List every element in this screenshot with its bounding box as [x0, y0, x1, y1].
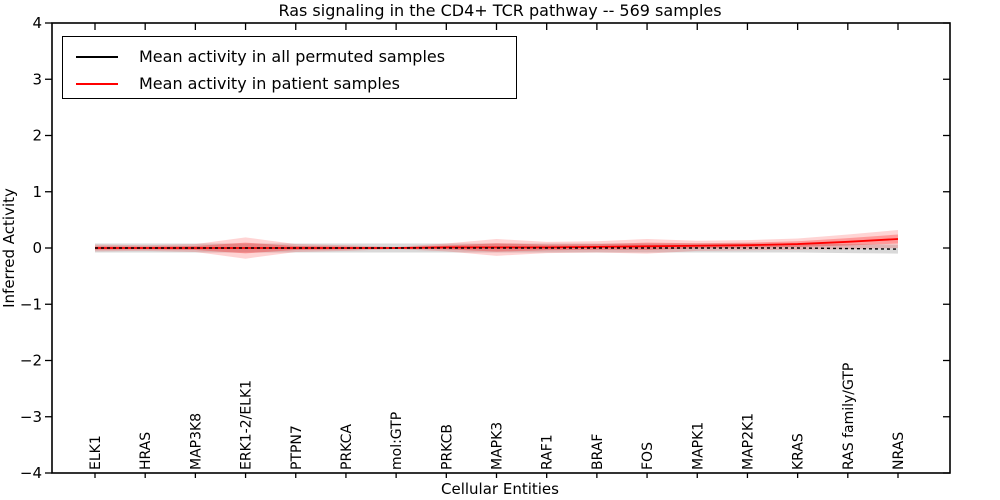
legend-line-black [76, 55, 118, 58]
y-tick-label: 4 [32, 14, 42, 32]
x-axis-label: Cellular Entities [441, 480, 559, 498]
x-tick-label: MAPK3 [490, 422, 506, 470]
patient-std-band-outer [95, 230, 898, 259]
y-axis-label: Inferred Activity [0, 188, 18, 308]
x-tick-label: RAF1 [540, 434, 556, 470]
permuted-mean-line [95, 247, 899, 250]
legend-item-permuted: Mean activity in all permuted samples [76, 43, 516, 70]
x-tick-label: mol:GTP [389, 412, 405, 470]
x-tick-label: MAP3K8 [188, 413, 204, 470]
x-tick-label: KRAS [791, 433, 807, 470]
plot-frame [51, 22, 951, 474]
y-tick-label: 2 [32, 127, 42, 145]
x-tick-label: NRAS [891, 432, 907, 470]
x-tick-label: HRAS [138, 432, 154, 470]
legend-label-permuted: Mean activity in all permuted samples [139, 47, 446, 66]
x-tick-label: MAP2K1 [740, 413, 756, 470]
x-tick-label: RAS family/GTP [841, 363, 857, 470]
chart-title: Ras signaling in the CD4+ TCR pathway --… [278, 1, 722, 20]
legend: Mean activity in all permuted samples Me… [62, 36, 517, 99]
legend-label-patient: Mean activity in patient samples [139, 74, 400, 93]
x-tick-label: ERK1-2/ELK1 [239, 380, 255, 470]
y-tick-label: −2 [20, 352, 42, 370]
y-tick-label: −4 [20, 464, 42, 482]
y-tick-label: 1 [32, 183, 42, 201]
y-tick-label: 3 [32, 70, 42, 88]
x-tick-label: PRKCB [439, 424, 455, 470]
x-tick-label: ELK1 [88, 435, 104, 470]
x-tick-label: FOS [640, 442, 656, 470]
x-tick-label: MAPK1 [690, 422, 706, 470]
x-tick-label: BRAF [590, 434, 606, 470]
y-tick-label: −3 [20, 408, 42, 426]
x-tick-label: PRKCA [339, 424, 355, 470]
y-tick-label: −1 [20, 295, 42, 313]
y-tick-label: 0 [32, 239, 42, 257]
legend-line-red [76, 82, 118, 85]
x-tick-label: PTPN7 [289, 425, 305, 470]
legend-item-patient: Mean activity in patient samples [76, 70, 516, 97]
